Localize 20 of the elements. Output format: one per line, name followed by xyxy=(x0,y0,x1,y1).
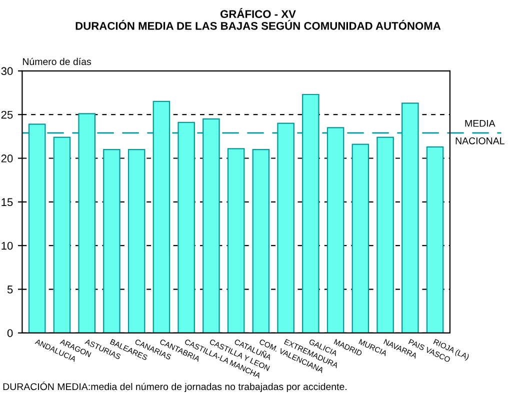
bar xyxy=(252,148,270,333)
y-tick-label: 25 xyxy=(1,110,13,119)
y-tick-label: 10 xyxy=(2,242,13,250)
bar xyxy=(352,144,370,333)
bar xyxy=(53,136,71,333)
bar xyxy=(103,148,120,333)
y-axis-title: Número de días xyxy=(22,58,92,66)
ref-line-label: MEDIA NACIONAL xyxy=(456,120,504,144)
bar xyxy=(376,136,394,333)
bar xyxy=(426,146,444,333)
text: DURACIÓN MEDIA:media del número de jornadas no trabajadas por accidente. xyxy=(3,382,346,392)
y-tick-label: 5 xyxy=(7,286,13,294)
y-tick-label: 20 xyxy=(1,154,13,162)
y-tick-label: 0 xyxy=(7,329,13,338)
y-tick-label: 15 xyxy=(2,198,13,206)
chart-subtitle: DURACIÓN MEDIA DE LAS BAJAS SEGÚN COMUNIDAD AUTÓNOMA xyxy=(76,20,441,30)
bar xyxy=(227,148,245,333)
bar xyxy=(128,148,146,333)
y-tick-label: 30 xyxy=(1,67,13,76)
chart-title: GRÁFICO - XV xyxy=(220,8,296,18)
